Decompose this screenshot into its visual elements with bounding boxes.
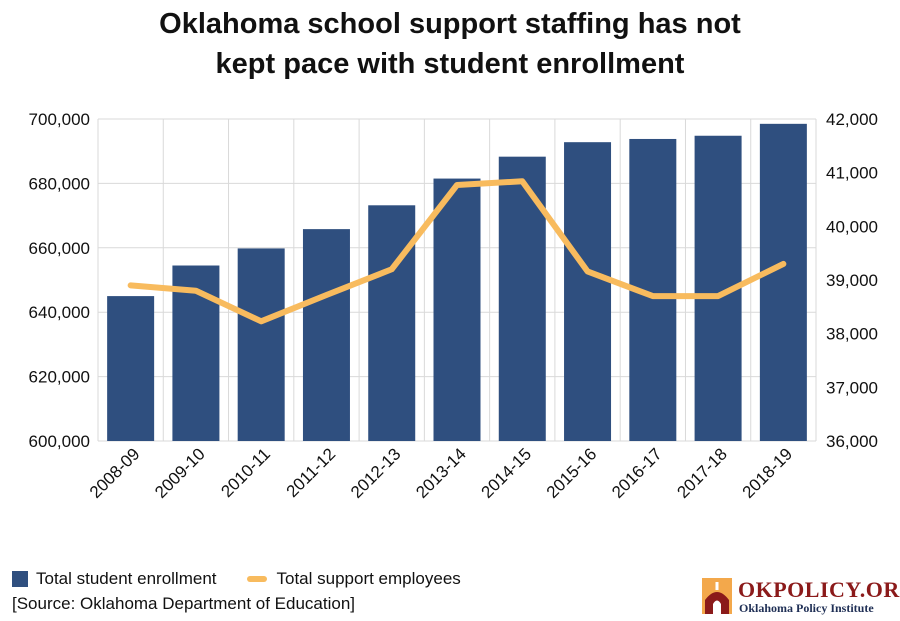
x-tick-label: 2010-11 bbox=[217, 444, 274, 501]
legend-label-support: Total support employees bbox=[276, 569, 461, 588]
x-tick-label: 2015-16 bbox=[543, 444, 601, 502]
left-tick-label: 640,000 bbox=[29, 303, 90, 322]
bar-2015-16 bbox=[564, 142, 612, 441]
x-tick-label: 2008-09 bbox=[86, 444, 144, 502]
x-tick-label: 2009-10 bbox=[151, 444, 209, 502]
x-tick-label: 2013-14 bbox=[412, 444, 470, 502]
x-tick-label: 2017-18 bbox=[673, 444, 731, 502]
bar-2010-11 bbox=[237, 248, 285, 441]
support-employees-line-group bbox=[127, 178, 787, 325]
logo-subtitle: Oklahoma Policy Institute bbox=[739, 601, 874, 615]
bar-2011-12 bbox=[302, 229, 350, 441]
legend-swatch-bar bbox=[12, 571, 28, 587]
left-tick-label: 680,000 bbox=[29, 174, 90, 193]
left-tick-label: 600,000 bbox=[29, 432, 90, 451]
right-tick-label: 36,000 bbox=[826, 432, 878, 451]
right-tick-label: 37,000 bbox=[826, 378, 878, 397]
bar-2008-09 bbox=[107, 296, 155, 441]
right-tick-label: 40,000 bbox=[826, 217, 878, 236]
right-tick-label: 41,000 bbox=[826, 164, 878, 183]
left-tick-label: 700,000 bbox=[29, 110, 90, 129]
title-line-2: kept pace with student enrollment bbox=[215, 48, 685, 80]
x-tick-label: 2018-19 bbox=[739, 444, 797, 502]
bar-2018-19 bbox=[759, 123, 807, 441]
source-note: [Source: Oklahoma Department of Educatio… bbox=[12, 594, 356, 613]
bar-2009-10 bbox=[172, 265, 220, 441]
legend-swatch-line bbox=[246, 576, 267, 582]
title-line-1: Oklahoma school support staffing has not bbox=[159, 8, 741, 40]
logo-name: OKPOLICY.ORG bbox=[738, 577, 900, 602]
legend-item-enrollment: Total student enrollment bbox=[12, 569, 217, 589]
chart-plot: 600,000 620,000 640,000 660,000 680,000 700,0… bbox=[29, 110, 878, 502]
left-axis-ticks: 600,000 620,000 640,000 660,000 680,000 700,0… bbox=[29, 110, 90, 451]
x-axis-ticks: 2008-09 2009-10 2010-11 2011-12 2012-13 2013-… bbox=[86, 444, 796, 502]
bar-2013-14 bbox=[433, 178, 481, 441]
x-tick-label: 2011-12 bbox=[283, 444, 340, 501]
right-tick-label: 38,000 bbox=[826, 325, 878, 344]
legend-item-support: Total support employees bbox=[246, 569, 461, 589]
capitol-dome-icon bbox=[702, 578, 732, 614]
left-tick-label: 620,000 bbox=[29, 368, 90, 387]
left-tick-label: 660,000 bbox=[29, 239, 90, 258]
chart-title: Oklahoma school support staffing has not… bbox=[0, 4, 900, 84]
enrollment-bars bbox=[107, 123, 807, 442]
legend: Total student enrollment Total support e… bbox=[12, 567, 491, 591]
legend-label-enrollment: Total student enrollment bbox=[36, 569, 217, 588]
x-tick-label: 2012-13 bbox=[347, 444, 405, 502]
right-tick-label: 39,000 bbox=[826, 271, 878, 290]
right-tick-label: 42,000 bbox=[826, 110, 878, 129]
bar-2012-13 bbox=[368, 205, 416, 441]
x-tick-label: 2014-15 bbox=[478, 444, 536, 502]
right-axis-ticks: 36,000 37,000 38,000 39,000 40,000 41,000 42,0… bbox=[826, 110, 878, 451]
okpolicy-logo: OKPOLICY.ORG Oklahoma Policy Institute bbox=[700, 576, 900, 616]
x-tick-label: 2016-17 bbox=[608, 444, 666, 502]
